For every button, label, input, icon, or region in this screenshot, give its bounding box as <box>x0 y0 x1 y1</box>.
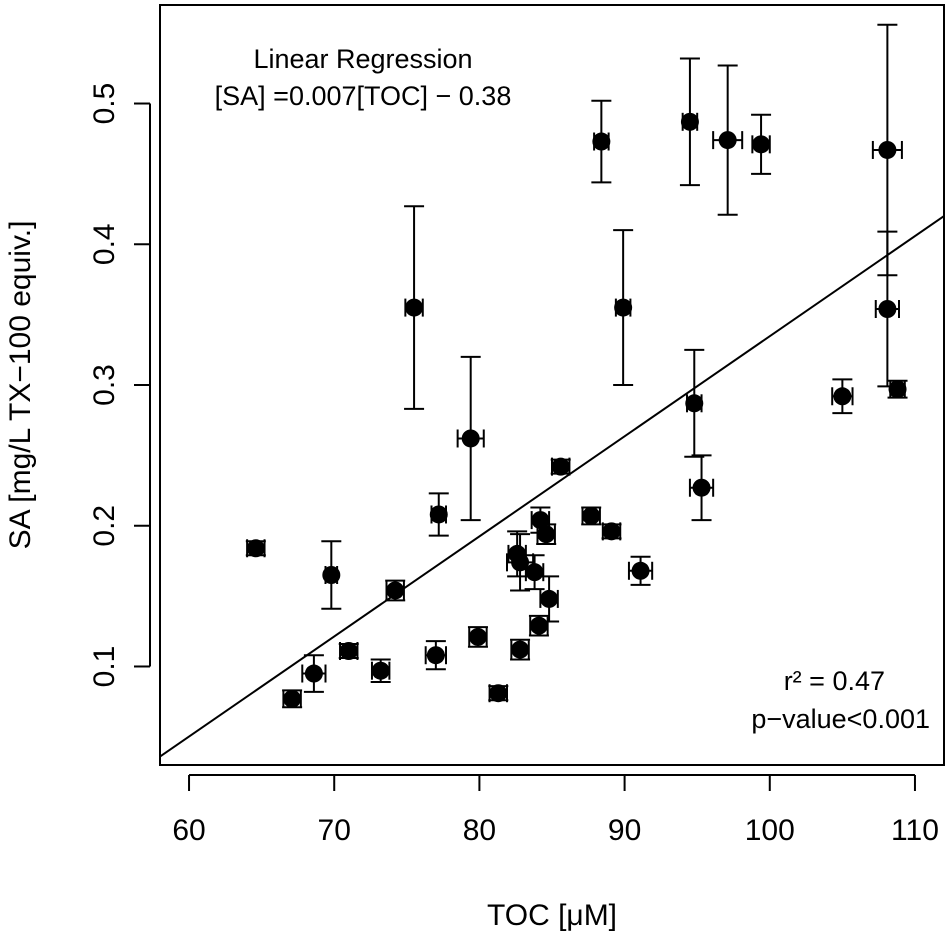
point-marker <box>511 553 530 572</box>
point-marker <box>339 642 358 660</box>
data-point-33 <box>831 378 854 415</box>
data-point-13 <box>488 684 509 703</box>
point-marker <box>878 300 897 318</box>
point-marker <box>718 131 737 150</box>
point-marker <box>537 525 556 544</box>
regression-equation: [SA] =0.007[TOC] − 0.38 <box>215 81 512 111</box>
point-marker <box>680 112 699 131</box>
x-tick-label: 100 <box>745 814 795 847</box>
point-marker <box>602 522 621 541</box>
data-point-22 <box>550 457 571 476</box>
data-point-26 <box>613 229 634 386</box>
data-point-3 <box>301 654 327 693</box>
x-tick-label: 80 <box>463 814 496 847</box>
point-marker <box>322 566 341 584</box>
data-point-1 <box>245 539 266 558</box>
point-marker <box>631 561 650 580</box>
point-marker <box>692 478 711 497</box>
y-tick-label: 0.5 <box>88 83 121 125</box>
plot-frame <box>159 4 945 766</box>
point-marker <box>529 616 548 635</box>
point-marker <box>246 539 265 558</box>
data-point-2 <box>282 689 303 709</box>
point-marker <box>752 135 771 154</box>
x-tick-label: 110 <box>891 814 939 847</box>
data-point-17 <box>524 554 545 591</box>
data-point-30 <box>688 454 715 522</box>
data-point-21 <box>539 575 560 623</box>
y-tick-label: 0.4 <box>88 223 121 265</box>
point-marker <box>489 684 508 703</box>
data-point-6 <box>370 658 391 683</box>
x-tick-label: 60 <box>172 814 205 847</box>
data-point-31 <box>712 64 744 216</box>
y-tick-label: 0.1 <box>88 646 121 688</box>
data-point-15 <box>510 638 531 661</box>
data-point-18 <box>528 614 549 637</box>
point-marker <box>833 387 852 406</box>
data-point-27 <box>627 555 654 586</box>
data-point-8 <box>404 205 425 410</box>
point-marker <box>614 298 633 317</box>
point-marker <box>386 581 405 600</box>
x-tick-label: 90 <box>608 814 641 847</box>
point-marker <box>511 640 530 659</box>
point-marker <box>540 589 559 608</box>
data-point-7 <box>385 579 406 602</box>
point-marker <box>888 380 907 399</box>
data-point-25 <box>601 522 622 541</box>
point-marker <box>685 394 704 413</box>
data-point-20 <box>536 523 557 546</box>
regression-title: Linear Regression <box>253 44 472 74</box>
data-point-10 <box>428 492 449 537</box>
data-point-9 <box>424 640 448 671</box>
data-point-23 <box>581 506 602 526</box>
point-marker <box>304 664 323 683</box>
data-point-29 <box>684 348 705 458</box>
data-point-11 <box>456 355 485 522</box>
data-point-32 <box>751 113 772 175</box>
point-marker <box>582 506 601 525</box>
data-point-35 <box>874 230 900 388</box>
point-marker <box>426 646 445 665</box>
point-marker <box>878 140 897 159</box>
data-point-16 <box>505 533 535 592</box>
point-marker <box>283 689 302 708</box>
data-series <box>245 23 908 709</box>
data-point-12 <box>467 626 488 648</box>
data-point-28 <box>679 57 700 187</box>
y-tick-label: 0.3 <box>88 364 121 406</box>
x-axis: 60 70 80 90 100 110 <box>172 774 939 847</box>
x-tick-label: 70 <box>318 814 351 847</box>
point-marker <box>592 132 611 151</box>
data-point-4 <box>321 540 342 610</box>
y-tick-label: 0.2 <box>88 505 121 547</box>
x-axis-label: TOC [μM] <box>487 899 617 932</box>
point-marker <box>468 627 487 646</box>
regression-line <box>159 215 945 758</box>
data-point-36 <box>887 379 908 399</box>
y-axis: 0.1 0.2 0.3 0.4 0.5 <box>88 83 151 688</box>
data-point-24 <box>591 99 612 184</box>
y-axis-label: SA [mg/L TX−100 equiv.] <box>4 221 37 550</box>
point-marker <box>429 505 448 524</box>
point-marker <box>461 429 480 448</box>
point-marker <box>525 563 544 582</box>
point-marker <box>405 298 424 317</box>
point-marker <box>371 661 390 680</box>
r-squared-label: r² = 0.47 <box>784 666 885 696</box>
data-point-5 <box>338 642 359 660</box>
p-value-label: p−value<0.001 <box>751 704 930 734</box>
point-marker <box>551 457 570 476</box>
